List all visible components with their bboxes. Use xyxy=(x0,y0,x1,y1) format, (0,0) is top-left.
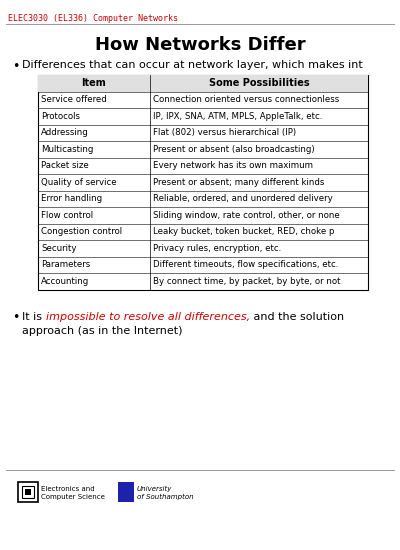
Text: impossible to resolve all differences,: impossible to resolve all differences, xyxy=(46,311,250,322)
Bar xyxy=(25,489,31,495)
Text: Item: Item xyxy=(82,78,106,88)
Text: How Networks Differ: How Networks Differ xyxy=(95,36,305,54)
Text: Every network has its own maximum: Every network has its own maximum xyxy=(153,161,313,170)
Text: Service offered: Service offered xyxy=(41,95,107,104)
Text: It is: It is xyxy=(22,311,46,322)
Bar xyxy=(18,482,38,502)
Text: •: • xyxy=(12,60,19,73)
Text: Addressing: Addressing xyxy=(41,128,89,138)
Text: Some Possibilities: Some Possibilities xyxy=(209,78,309,88)
Text: Connection oriented versus connectionless: Connection oriented versus connectionles… xyxy=(153,95,339,104)
Text: Security: Security xyxy=(41,244,76,253)
Text: Reliable, ordered, and unordered delivery: Reliable, ordered, and unordered deliver… xyxy=(153,194,333,204)
Text: Sliding window, rate control, other, or none: Sliding window, rate control, other, or … xyxy=(153,211,340,220)
Text: approach (as in the Internet): approach (as in the Internet) xyxy=(22,326,182,336)
Text: Packet size: Packet size xyxy=(41,161,89,170)
Text: Present or absent; many different kinds: Present or absent; many different kinds xyxy=(153,178,324,187)
Bar xyxy=(38,75,368,91)
Bar xyxy=(22,486,34,498)
Text: Parameters: Parameters xyxy=(41,260,90,270)
Text: Flow control: Flow control xyxy=(41,211,93,220)
Text: Flat (802) versus hierarchical (IP): Flat (802) versus hierarchical (IP) xyxy=(153,128,296,138)
Text: •: • xyxy=(12,311,19,324)
Text: Different timeouts, flow specifications, etc.: Different timeouts, flow specifications,… xyxy=(153,260,338,270)
Text: Electronics and: Electronics and xyxy=(41,486,95,492)
Text: Accounting: Accounting xyxy=(41,277,89,286)
Text: Quality of service: Quality of service xyxy=(41,178,117,187)
Text: By connect time, by packet, by byte, or not: By connect time, by packet, by byte, or … xyxy=(153,277,340,286)
Text: Computer Science: Computer Science xyxy=(41,494,105,500)
Text: Differences that can occur at network layer, which makes int: Differences that can occur at network la… xyxy=(22,60,363,70)
Text: Leaky bucket, token bucket, RED, choke p: Leaky bucket, token bucket, RED, choke p xyxy=(153,227,334,236)
Text: IP, IPX, SNA, ATM, MPLS, AppleTalk, etc.: IP, IPX, SNA, ATM, MPLS, AppleTalk, etc. xyxy=(153,112,322,121)
Bar xyxy=(118,482,134,502)
Text: Present or absent (also broadcasting): Present or absent (also broadcasting) xyxy=(153,145,315,154)
Text: Protocols: Protocols xyxy=(41,112,80,121)
Text: University: University xyxy=(137,486,172,492)
Text: ELEC3030 (EL336) Computer Networks: ELEC3030 (EL336) Computer Networks xyxy=(8,14,178,23)
Text: Privacy rules, encryption, etc.: Privacy rules, encryption, etc. xyxy=(153,244,281,253)
Text: Congestion control: Congestion control xyxy=(41,227,122,236)
Text: of Southampton: of Southampton xyxy=(137,494,194,500)
Text: Multicasting: Multicasting xyxy=(41,145,93,154)
Text: Error handling: Error handling xyxy=(41,194,102,204)
Text: and the solution: and the solution xyxy=(250,311,344,322)
Bar xyxy=(38,75,368,289)
